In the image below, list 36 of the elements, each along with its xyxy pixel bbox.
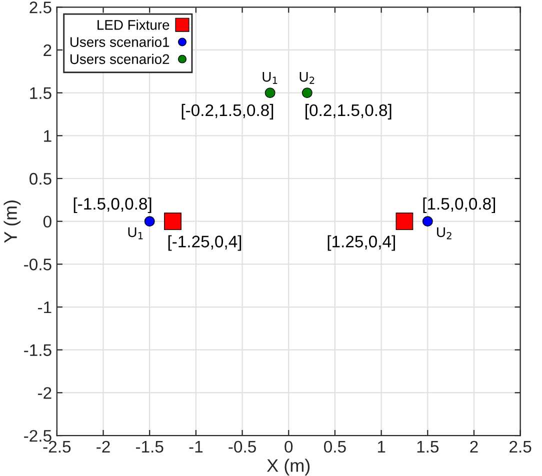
annotation: U$_{1}$	[262, 72, 278, 84]
y-tick-label: 2.5	[30, 2, 52, 14]
annotation: [1.25,0,4]	[328, 235, 395, 251]
y-tick-label: -1.5	[24, 344, 52, 356]
x-tick-label: -1.5	[136, 441, 164, 453]
y-tick-label: -1	[38, 302, 52, 314]
y-tick-label: 0.5	[30, 172, 52, 185]
annotation: [0.2,1.5,0.8]	[306, 104, 392, 120]
annotation: [-1.25,0,4]	[168, 235, 242, 251]
x-tick-label: 2.5	[510, 440, 532, 453]
y-tick-label: 0	[43, 216, 52, 228]
legend-label: Users scenario2	[70, 54, 170, 64]
legend-label: Users scenario1	[70, 36, 170, 47]
y-axis-title: Y (m)	[4, 200, 21, 243]
legend-label: LED Fixture	[98, 20, 170, 30]
annotation: [-1.5,0,0.8]	[74, 197, 152, 214]
annotation: [-0.2,1.5,0.8]	[182, 104, 274, 120]
x-tick-label: 0	[284, 440, 293, 453]
annotation: U$_{2}$	[437, 227, 452, 240]
x-tick-label: 0.5	[324, 440, 346, 453]
y-tick-label: -0.5	[24, 258, 52, 270]
y-tick-label: 1	[44, 130, 52, 142]
x-tick-label: 1	[378, 441, 386, 452]
x-tick-label: -2	[96, 440, 110, 452]
x-tick-label: -0.5	[228, 440, 256, 453]
annotation: U$_{1}$	[128, 227, 143, 240]
y-tick-label: 2	[44, 44, 52, 56]
x-axis-title: X (m)	[266, 458, 310, 476]
y-tick-label: -2	[38, 387, 52, 399]
annotation: [1.5,0,0.8]	[423, 197, 496, 214]
x-tick-label: 2	[470, 440, 478, 452]
annotation: U$_{2}$	[300, 72, 314, 84]
y-tick-label: 1.5	[30, 87, 52, 100]
x-tick-label: -1	[189, 441, 203, 452]
y-tick-label: -2.5	[24, 430, 52, 442]
x-tick-label: 1.5	[417, 441, 439, 453]
